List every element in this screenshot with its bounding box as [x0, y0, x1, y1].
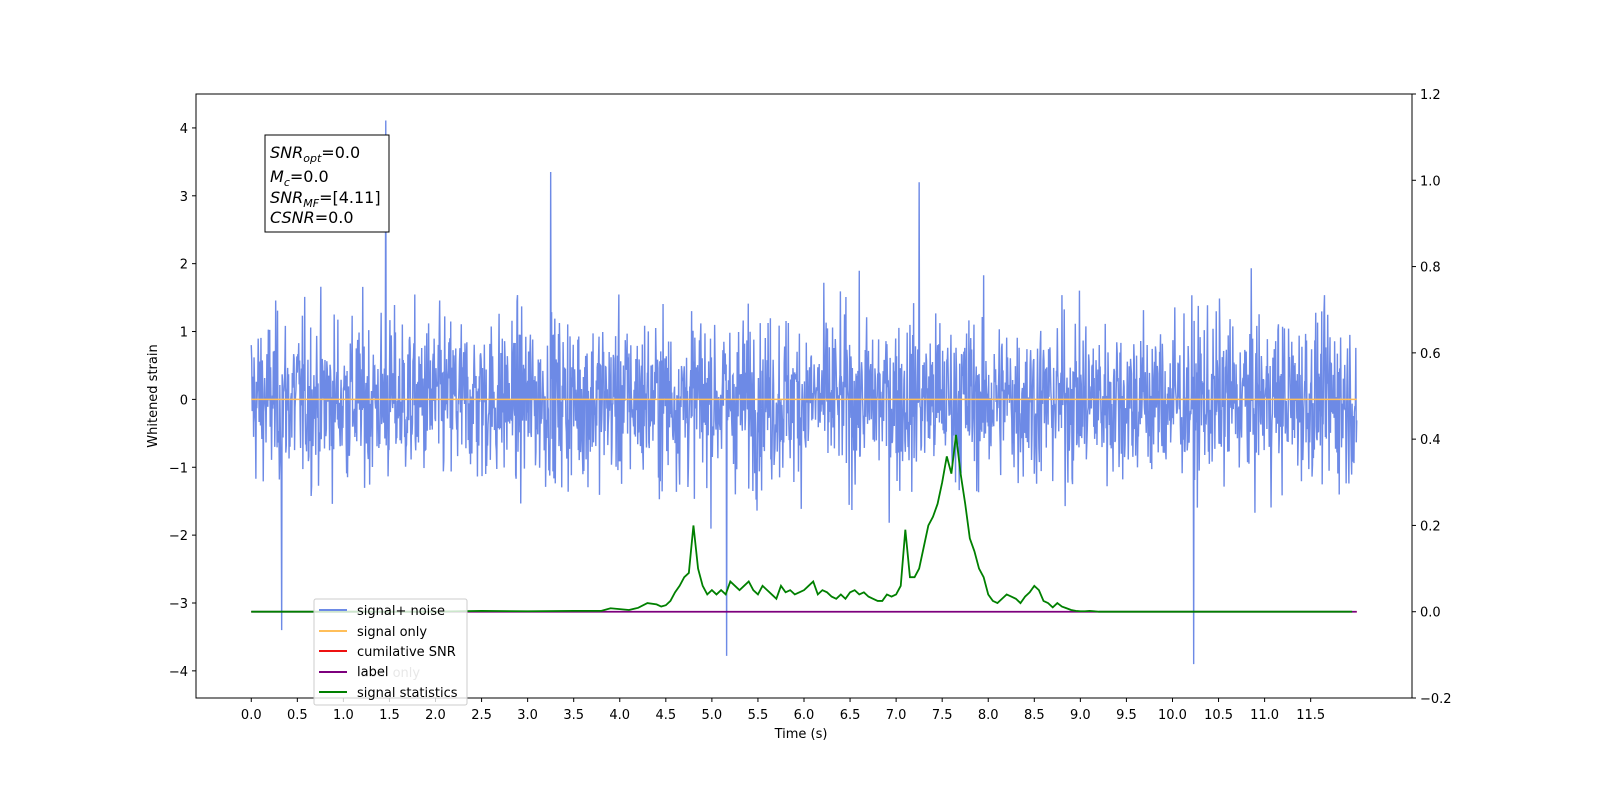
x-tick-label: 4.5: [655, 708, 676, 723]
annotation-box: SNRopt=0.0 Mc=0.0 SNRMF=[4.11] CSNR=0.0: [264, 134, 390, 233]
y2-tick-label: 0.6: [1420, 347, 1441, 362]
x-tick-label: 7.5: [932, 708, 953, 723]
y2-tick-label: 1.2: [1420, 88, 1441, 103]
y-tick-label: 1: [180, 326, 188, 341]
y2-tick-label: 0.0: [1420, 606, 1441, 621]
line-signal-statistics: [251, 434, 1353, 613]
x-tick-label: 2.5: [471, 708, 492, 723]
legend-label-cumilative-snr: cumilative SNR: [357, 645, 456, 660]
x-tick-label: 3.0: [517, 708, 538, 723]
y2-tick-label: 0.8: [1420, 261, 1441, 276]
x-tick-label: 0.5: [287, 708, 308, 723]
y-tick-label: 0: [180, 393, 188, 408]
y2-tick-label: 0.2: [1420, 519, 1441, 534]
x-tick-label: 1.5: [379, 708, 400, 723]
line-signal-plus-noise: [250, 120, 1358, 665]
annotation-chirp-mass: Mc=0.0: [270, 167, 329, 189]
y-tick-label: 3: [180, 190, 188, 205]
x-tick-label: 10.5: [1204, 708, 1233, 723]
x-tick-label: 5.0: [702, 708, 723, 723]
y2-tick-label: 1.0: [1420, 174, 1441, 189]
legend-label-signal-plus-noise: signal+ noise: [357, 604, 445, 619]
y-tick-label: 2: [180, 258, 188, 273]
x-tick-label: 9.0: [1070, 708, 1091, 723]
x-axis-label: Time (s): [774, 727, 828, 742]
y-tick-label: −2: [169, 529, 188, 544]
y-axis-label: Whitened strain: [146, 344, 161, 447]
series-signal-plus-noise: [250, 120, 1358, 665]
annotation-csnr: CSNR=0.0: [270, 208, 354, 227]
legend: signal+ noise signal only cumilative SNR…: [313, 598, 468, 706]
legend-frame: [313, 598, 468, 706]
y2-axis-ticks: −0.2 0.0 0.2 0.4 0.6 0.8 1.0 1.2: [1412, 88, 1452, 707]
y2-tick-label: 0.4: [1420, 433, 1441, 448]
annotation-frame: [264, 134, 390, 233]
y2-tick-label: −0.2: [1420, 692, 1452, 707]
x-axis-ticks: 0.0 0.5 1.0 1.5 2.0 2.5 3.0 3.5 4.0 4.5 5.0 5.5 6.0 6…: [241, 698, 1325, 723]
y-tick-label: −1: [169, 461, 188, 476]
x-tick-label: 11.5: [1296, 708, 1325, 723]
y-tick-label: 4: [180, 122, 188, 137]
x-tick-label: 11.0: [1250, 708, 1279, 723]
x-tick-label: 4.0: [609, 708, 630, 723]
legend-label-signal-only: signal only: [357, 625, 427, 640]
x-tick-label: 8.0: [978, 708, 999, 723]
x-tick-label: 7.0: [886, 708, 907, 723]
legend-label-signal-statistics: signal statistics: [357, 686, 458, 701]
x-tick-label: 2.0: [425, 708, 446, 723]
x-tick-label: 6.5: [840, 708, 861, 723]
series-signal-statistics: [251, 434, 1353, 613]
x-tick-label: 1.0: [333, 708, 354, 723]
x-tick-label: 9.5: [1116, 708, 1137, 723]
annotation-snr-mf: SNRMF=[4.11]: [270, 188, 381, 210]
x-tick-label: 5.5: [748, 708, 769, 723]
x-tick-label: 6.0: [794, 708, 815, 723]
y-tick-label: −3: [169, 597, 188, 612]
x-tick-label: 8.5: [1024, 708, 1045, 723]
y-tick-label: −4: [169, 665, 188, 680]
x-tick-label: 3.5: [563, 708, 584, 723]
x-tick-label: 0.0: [241, 708, 262, 723]
annotation-snr-opt: SNRopt=0.0: [270, 143, 360, 165]
plot-area: [250, 120, 1358, 665]
x-tick-label: 10.0: [1158, 708, 1187, 723]
legend-label-label: label: [357, 665, 388, 680]
legend-label-label-only: label only: [357, 666, 420, 681]
y-axis-ticks: −4 −3 −2 −1 0 1 2 3 4: [169, 122, 196, 680]
